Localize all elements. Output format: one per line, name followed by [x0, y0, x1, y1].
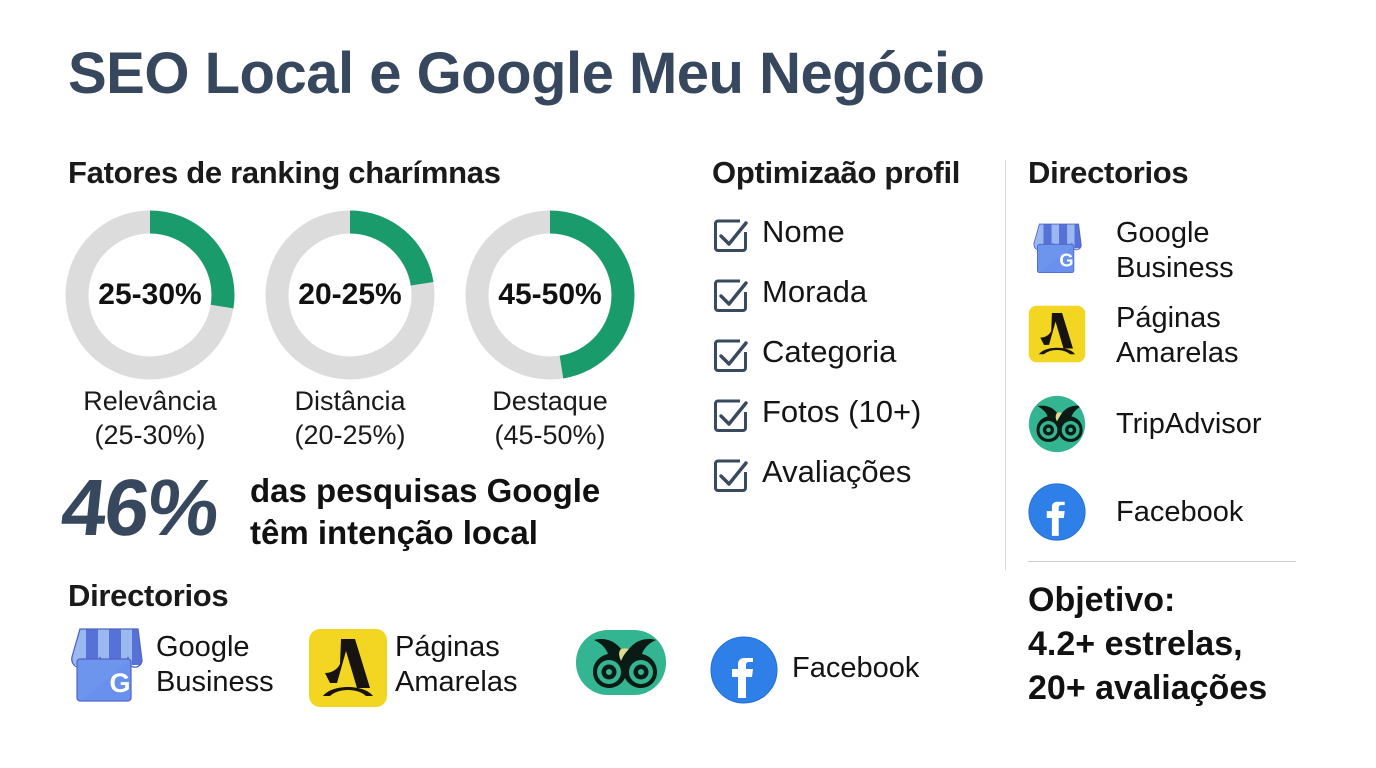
svg-text:G: G	[1059, 251, 1073, 271]
svg-text:G: G	[109, 668, 130, 698]
